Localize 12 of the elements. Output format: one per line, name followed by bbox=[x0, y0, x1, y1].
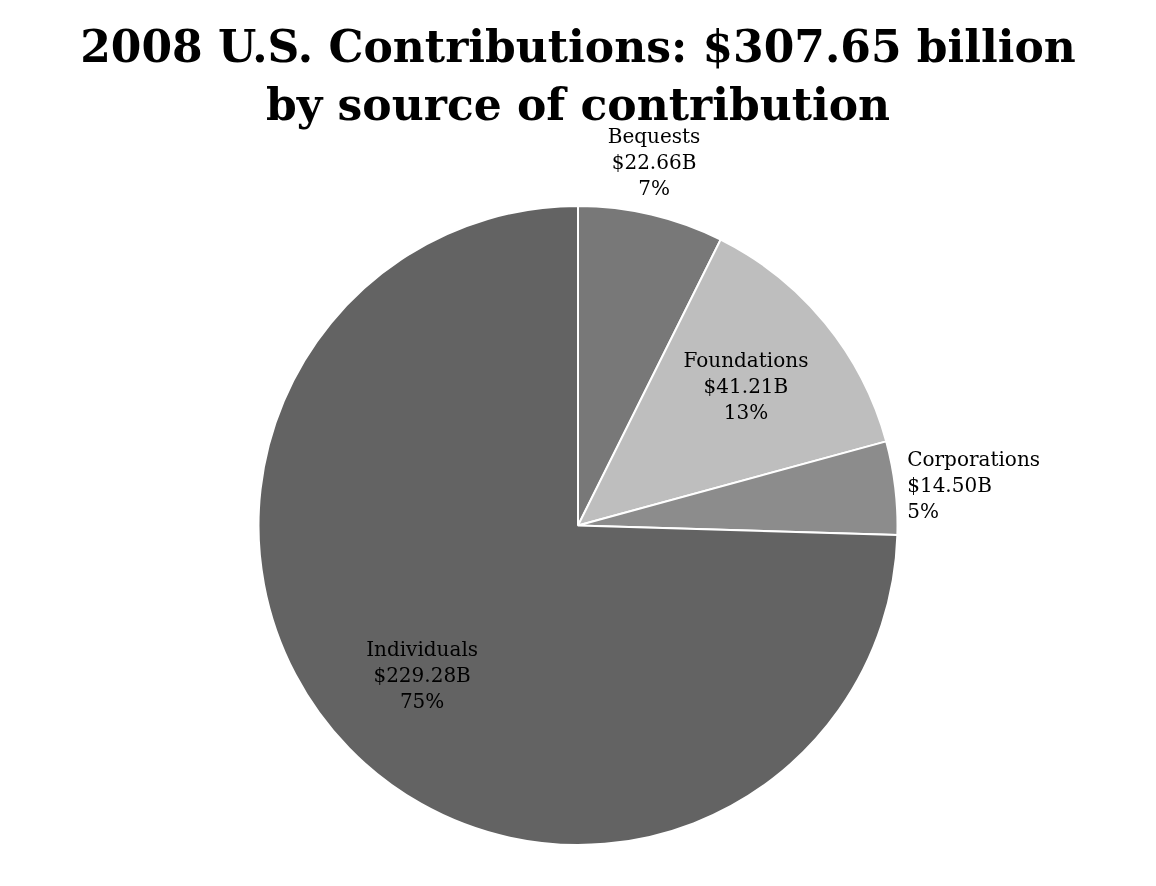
slice-label: Bequests bbox=[607, 124, 701, 149]
text: 5% bbox=[907, 498, 939, 523]
data-label: $229.28B bbox=[373, 663, 471, 688]
data-label: $22.66B bbox=[611, 150, 697, 175]
slice-label: Individuals bbox=[366, 637, 479, 662]
data-label: $14.50B bbox=[907, 472, 992, 497]
slice-label: Corporations bbox=[907, 446, 1041, 471]
text: 7% bbox=[638, 176, 670, 201]
text: 75% bbox=[399, 689, 445, 714]
slice-label: Foundations bbox=[683, 347, 809, 372]
text: 13% bbox=[723, 399, 769, 424]
data-label: $41.21B bbox=[703, 373, 789, 398]
